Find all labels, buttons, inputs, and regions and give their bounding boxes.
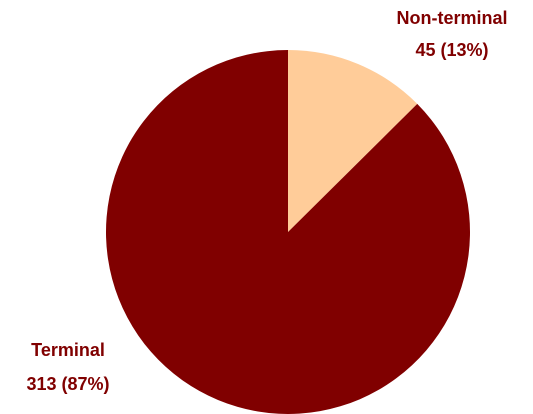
slice-label-terminal: Terminal [31, 340, 105, 360]
pie-slice-terminal [105, 50, 470, 414]
pie-slices [105, 50, 470, 414]
slice-value-terminal: 313 (87%) [26, 374, 109, 394]
slice-value-non-terminal: 45 (13%) [415, 40, 488, 60]
slice-label-non-terminal: Non-terminal [396, 8, 507, 28]
pie-slice-non-terminal [288, 50, 418, 232]
